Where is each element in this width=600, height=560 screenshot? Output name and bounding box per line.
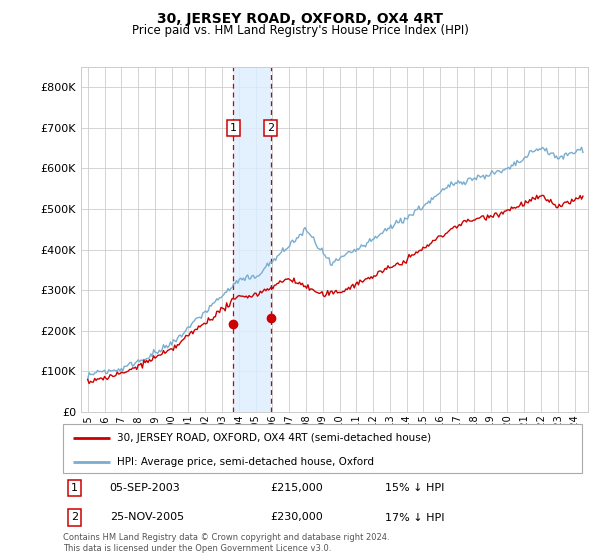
Text: 30, JERSEY ROAD, OXFORD, OX4 4RT: 30, JERSEY ROAD, OXFORD, OX4 4RT bbox=[157, 12, 443, 26]
Text: £215,000: £215,000 bbox=[271, 483, 323, 493]
Bar bbox=[233, 67, 271, 412]
Text: Contains HM Land Registry data © Crown copyright and database right 2024.
This d: Contains HM Land Registry data © Crown c… bbox=[63, 533, 389, 553]
Text: 05-SEP-2003: 05-SEP-2003 bbox=[110, 483, 181, 493]
Text: Price paid vs. HM Land Registry's House Price Index (HPI): Price paid vs. HM Land Registry's House … bbox=[131, 24, 469, 37]
Text: 1: 1 bbox=[230, 123, 237, 133]
Text: £230,000: £230,000 bbox=[271, 512, 323, 522]
Text: 25-NOV-2005: 25-NOV-2005 bbox=[110, 512, 184, 522]
Text: 1: 1 bbox=[71, 483, 78, 493]
Text: 2: 2 bbox=[267, 123, 274, 133]
Text: 2: 2 bbox=[71, 512, 78, 522]
Text: 30, JERSEY ROAD, OXFORD, OX4 4RT (semi-detached house): 30, JERSEY ROAD, OXFORD, OX4 4RT (semi-d… bbox=[118, 433, 431, 443]
Text: HPI: Average price, semi-detached house, Oxford: HPI: Average price, semi-detached house,… bbox=[118, 458, 374, 468]
Text: 15% ↓ HPI: 15% ↓ HPI bbox=[385, 483, 444, 493]
Text: 17% ↓ HPI: 17% ↓ HPI bbox=[385, 512, 444, 522]
